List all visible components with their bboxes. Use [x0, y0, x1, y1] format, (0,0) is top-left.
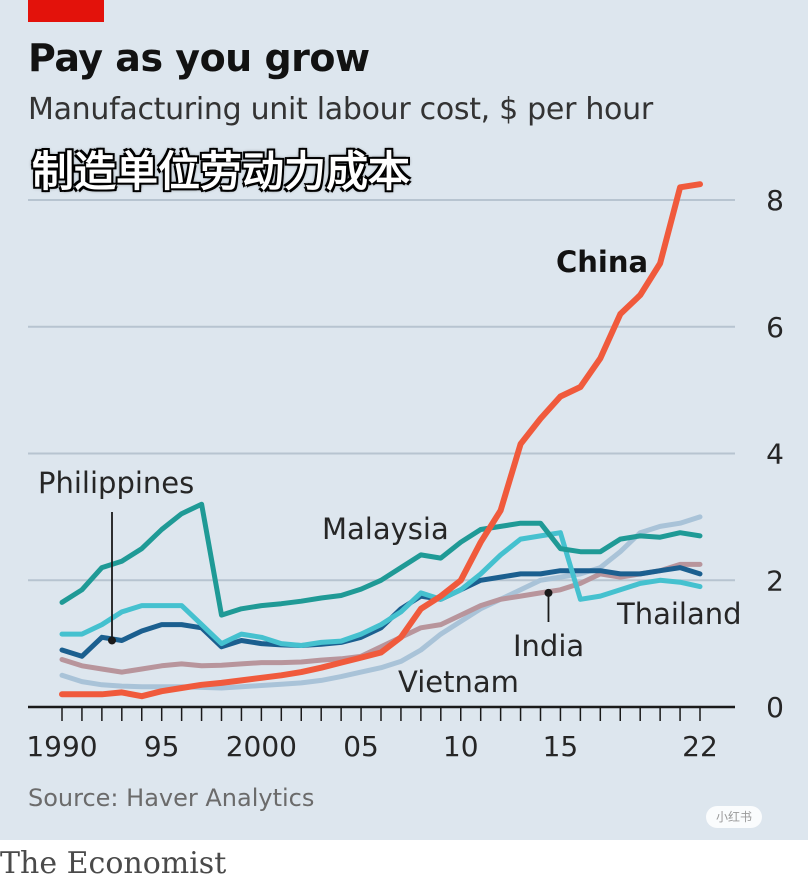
series-label-china: China	[556, 245, 648, 279]
chart-title: Pay as you grow	[28, 36, 370, 80]
pointer-dot	[544, 588, 553, 597]
overlay-caption: 制造单位劳动力成本	[32, 147, 411, 196]
x-tick-label: 15	[543, 730, 579, 763]
series-line-india	[59, 561, 703, 675]
series-annotations: China Malaysia Philippines Thailand IndiaVie…	[38, 245, 742, 699]
series-label-philippines: Philippines	[38, 466, 194, 500]
source-note: Source: Haver Analytics	[28, 784, 315, 812]
chart-subtitle: Manufacturing unit labour cost, $ per ho…	[28, 92, 653, 127]
y-tick-label: 6	[766, 311, 784, 344]
chart-panel	[0, 0, 808, 840]
y-tick-label: 2	[766, 564, 784, 597]
y-tick-label: 8	[766, 184, 784, 217]
series-label-thailand: Thailand	[616, 597, 742, 631]
x-tick-label: 05	[343, 730, 379, 763]
x-tick-label: 10	[443, 730, 479, 763]
series-line-china	[59, 181, 703, 700]
series-label-vietnam: Vietnam	[398, 665, 519, 699]
watermark-badge: 小红书	[706, 806, 762, 828]
y-tick-label: 4	[766, 438, 784, 471]
publisher-brand: The Economist	[0, 846, 227, 881]
x-tick-label: 2000	[226, 730, 297, 763]
series-label-malaysia: Malaysia	[322, 512, 449, 546]
series-lines	[59, 181, 703, 700]
x-axis: 1990 95 2000 05 10 15 22	[26, 705, 735, 763]
line-chart: 0 2 4 6 8 1990 95 2000 05 10 15 22 China Malaysia Ph…	[26, 181, 784, 763]
y-axis-ticks: 0 2 4 6 8	[766, 184, 784, 724]
series-line-thailand	[59, 530, 703, 648]
series-line-philippines	[59, 565, 703, 659]
x-tick-label: 1990	[26, 730, 97, 763]
y-tick-label: 0	[766, 691, 784, 724]
series-label-india: India	[513, 629, 584, 663]
x-tick-label: 22	[682, 730, 718, 763]
brand-red-tag	[28, 0, 104, 22]
series-line-malaysia	[59, 501, 703, 618]
x-tick-label: 95	[144, 730, 180, 763]
pointer-dot	[108, 636, 116, 645]
